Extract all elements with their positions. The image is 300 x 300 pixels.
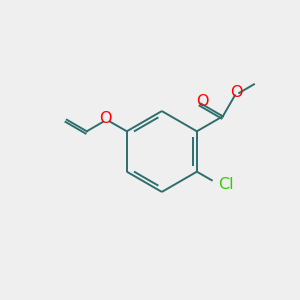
Text: O: O xyxy=(230,85,242,100)
Text: Cl: Cl xyxy=(218,177,234,192)
Text: O: O xyxy=(196,94,208,109)
Text: O: O xyxy=(99,111,112,126)
